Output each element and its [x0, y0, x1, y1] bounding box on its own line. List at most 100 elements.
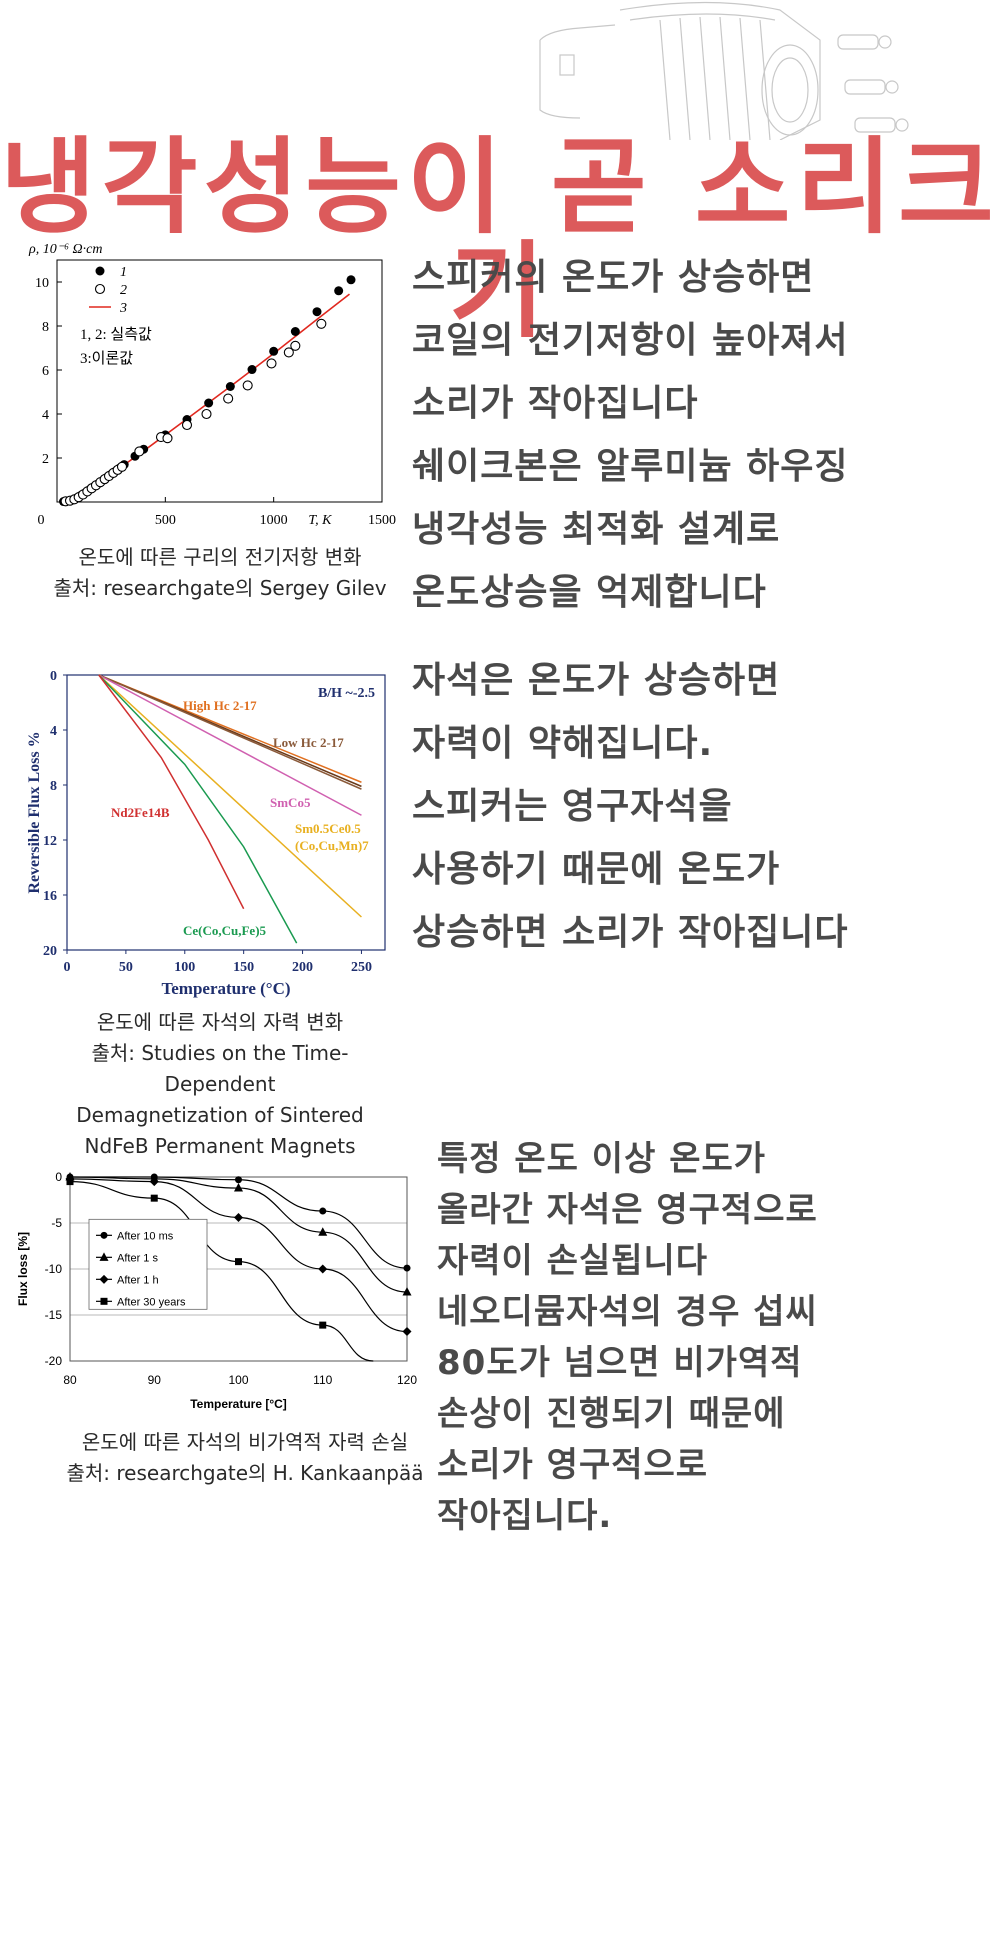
x-axis-label: Temperature [°C] — [190, 1397, 287, 1411]
x-tick-label: 50 — [119, 960, 133, 975]
data-point — [312, 307, 322, 317]
text-line: 쉐이크본은 알루미늄 하우징 — [412, 446, 849, 487]
x-tick-label: 90 — [148, 1373, 162, 1387]
text-line: 소리가 영구적으로 — [437, 1445, 709, 1485]
y-tick-label: 6 — [42, 364, 49, 379]
x-tick-label: 500 — [155, 513, 176, 528]
series-line — [98, 674, 362, 816]
annotation: 3:이론값 — [80, 350, 133, 367]
caption-line: 출처: Studies on the Time-Dependent — [91, 1041, 349, 1096]
caption-line: NdFeB Permanent Magnets — [84, 1134, 356, 1158]
x-tick-label: 250 — [351, 960, 372, 975]
x-tick-label: 120 — [397, 1373, 417, 1387]
x-tick-label: 100 — [174, 960, 195, 975]
x-axis-label: Temperature (°C) — [161, 979, 290, 998]
legend-marker — [100, 1297, 108, 1305]
data-point — [162, 433, 173, 444]
x-tick-label: 1000 — [260, 513, 288, 528]
x-axis-label: T, K — [308, 513, 332, 528]
legend-label: After 1 h — [117, 1274, 159, 1286]
data-point — [223, 393, 234, 404]
text-line: 사용하기 때문에 온도가 — [412, 849, 781, 890]
data-point — [235, 1176, 242, 1184]
data-point — [266, 358, 277, 369]
caption-line: 온도에 따른 구리의 전기저항 변화 — [78, 545, 362, 569]
y-axis-label: Flux loss [%] — [16, 1232, 30, 1306]
fit-line — [61, 293, 350, 503]
y-tick-label: 8 — [42, 320, 49, 335]
data-point — [225, 382, 235, 391]
data-point — [201, 408, 212, 420]
section3-text: 특정 온도 이상 온도가 올라간 자석은 영구적으로 자력이 손실됩니다 네오디… — [437, 1134, 818, 1542]
legend-marker — [99, 1274, 109, 1284]
legend-label: 3 — [119, 301, 127, 316]
data-point — [318, 1227, 328, 1236]
x-tick-label: 200 — [292, 960, 313, 975]
series-label: (Co,Cu,Mn)7 — [295, 838, 369, 853]
copper-resistivity-chart: ρ, 10⁻⁶ Ω·cm 0 500 1000 1500 2 4 6 8 10 T, K 1 2 3 1, … — [28, 242, 396, 528]
text-line: 온도상승을 억제합니다 — [412, 572, 767, 613]
data-point — [204, 398, 214, 408]
y-tick-label: 16 — [43, 889, 57, 904]
legend-label: After 10 ms — [117, 1230, 174, 1242]
legend-marker — [100, 1231, 108, 1239]
text-line: 코일의 전기저항이 높아져서 — [412, 320, 849, 361]
caption-line: Demagnetization of Sintered — [76, 1103, 364, 1127]
data-point — [319, 1321, 327, 1329]
data-point — [290, 327, 300, 336]
data-point — [134, 446, 145, 457]
series-label: Nd2Fe14B — [111, 805, 170, 820]
y-tick-label: 20 — [43, 944, 57, 959]
series-line — [98, 674, 362, 918]
annotation: 1, 2: 실측값 — [80, 326, 152, 343]
x-tick-label: 80 — [63, 1373, 77, 1387]
data-point — [235, 1258, 242, 1266]
series-label: SmCo5 — [270, 795, 311, 810]
text-line: 손상이 진행되기 때문에 — [437, 1394, 786, 1434]
series-line — [69, 1176, 408, 1293]
y-tick-label: -10 — [45, 1262, 63, 1276]
data-point — [318, 1264, 328, 1274]
data-point — [283, 347, 294, 358]
data-point — [66, 1178, 74, 1186]
caption-line: 온도에 따른 자석의 비가역적 자력 손실 — [81, 1430, 409, 1454]
plot-frame — [66, 674, 386, 951]
text-line: 80도가 넘으면 비가역적 — [437, 1343, 803, 1383]
section2-text: 자석은 온도가 상승하면 자력이 약해집니다. 스피커는 영구자석을 사용하기 … — [412, 649, 849, 964]
y-tick-label: 4 — [42, 408, 49, 423]
text-line: 특정 온도 이상 온도가 — [437, 1139, 767, 1179]
chart3-caption: 온도에 따른 자석의 비가역적 자력 손실 출처: researchgate의 … — [60, 1427, 430, 1489]
x-tick-label: 0 — [38, 513, 45, 528]
legend-label: After 1 s — [117, 1252, 158, 1264]
legend-label: 2 — [120, 283, 127, 298]
speaker-housing-drawing — [539, 1, 909, 140]
series-line — [98, 674, 245, 910]
text-line: 자력이 손실됩니다 — [437, 1241, 709, 1281]
series-label: Low Hc 2-17 — [273, 735, 344, 750]
series-line — [70, 1176, 408, 1269]
y-axis-label: ρ, 10⁻⁶ Ω·cm — [28, 242, 102, 257]
text-line: 소리가 작아집니다 — [412, 383, 699, 424]
y-tick-label: 0 — [55, 1170, 62, 1184]
chart1-caption: 온도에 따른 구리의 전기저항 변화 출처: researchgate의 Ser… — [40, 542, 400, 604]
x-tick-label: 150 — [233, 960, 254, 975]
y-tick-label: 4 — [50, 724, 57, 739]
series-line — [98, 674, 362, 790]
data-point — [247, 365, 257, 375]
y-tick-label: 8 — [50, 779, 57, 794]
magnet-flux-loss-chart: 0 50 100 150 200 250 0 4 8 12 16 20 Temperature (°C)… — [26, 669, 386, 998]
text-line: 올라간 자석은 영구적으로 — [437, 1190, 818, 1230]
text-line: 냉각성능 최적화 설계로 — [412, 509, 781, 550]
data-point — [319, 1207, 327, 1215]
y-tick-label: 2 — [42, 452, 49, 467]
caption-line: 온도에 따른 자석의 자력 변화 — [96, 1010, 344, 1034]
y-axis-label: Reversible Flux Loss % — [26, 731, 43, 893]
data-point — [181, 419, 193, 431]
x-tick-label: 110 — [313, 1373, 332, 1387]
series-label: Sm0.5Ce0.5 — [295, 821, 361, 836]
legend-marker — [94, 283, 106, 295]
y-tick-label: 0 — [50, 669, 57, 684]
legend-marker — [95, 266, 105, 276]
text-line: 스피커의 온도가 상승하면 — [412, 257, 815, 298]
